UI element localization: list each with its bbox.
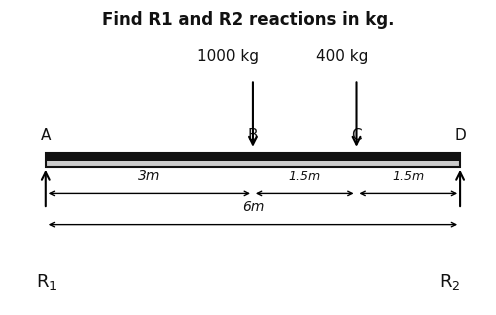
Text: B: B: [248, 129, 258, 143]
Text: R$_1$: R$_1$: [36, 272, 58, 292]
Bar: [46, 153, 460, 161]
Text: 1.5m: 1.5m: [289, 170, 321, 183]
Text: 3m: 3m: [138, 169, 161, 183]
Text: Find R1 and R2 reactions in kg.: Find R1 and R2 reactions in kg.: [102, 11, 394, 29]
Text: D: D: [454, 129, 466, 143]
Text: 400 kg: 400 kg: [315, 49, 368, 64]
Bar: [46, 153, 460, 167]
Text: 6m: 6m: [242, 200, 264, 215]
Bar: [46, 161, 460, 167]
Text: A: A: [41, 129, 51, 143]
Text: C: C: [351, 129, 362, 143]
Text: 1000 kg: 1000 kg: [197, 49, 259, 64]
Text: 1.5m: 1.5m: [392, 170, 425, 183]
Text: R$_2$: R$_2$: [438, 272, 460, 292]
